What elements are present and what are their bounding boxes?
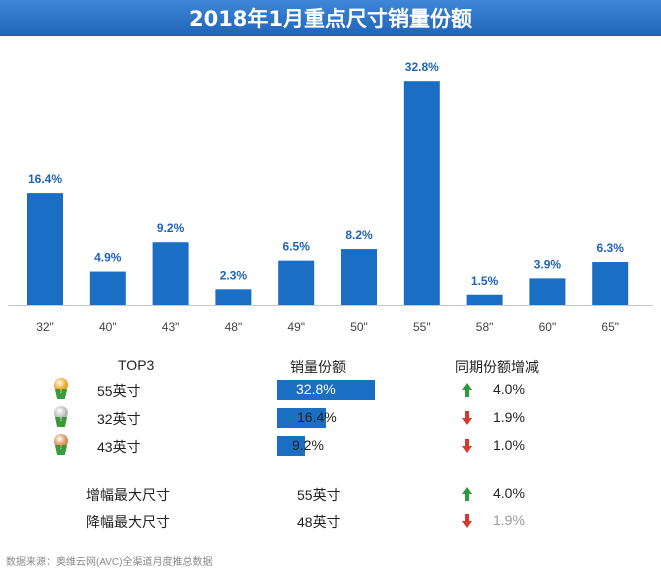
value-label-6: 32.8% <box>405 60 439 74</box>
top3-change-2: 1.0% <box>493 437 525 453</box>
arrow-shaft <box>465 494 469 501</box>
arrow-head <box>462 418 472 425</box>
x-tick-label-9: 65" <box>601 320 619 334</box>
bronze-medal-icon <box>53 434 69 456</box>
arrow-head <box>462 383 472 390</box>
value-label-0: 16.4% <box>28 172 62 186</box>
header-top3: TOP3 <box>118 357 155 373</box>
value-label-7: 1.5% <box>471 274 499 288</box>
arrow-shaft <box>465 411 469 418</box>
x-tick-label-3: 48" <box>225 320 243 334</box>
arrow-down-icon <box>462 514 472 528</box>
x-tick-label-5: 50" <box>350 320 368 334</box>
bar-3 <box>215 289 252 305</box>
header-change: 同期份额增减 <box>455 359 539 375</box>
x-tick-label-2: 43" <box>162 320 180 334</box>
x-tick-label-7: 58" <box>476 320 494 334</box>
bar-chart: 16.4% 32" 4.9% 40" 9.2% 43" 2.3% 48" 6.5% 49" 8.2%… <box>8 60 653 334</box>
chart-title-bar: 2018年1月重点尺寸销量份额 <box>0 0 661 36</box>
arrow-up-icon <box>462 383 472 397</box>
bar-2 <box>152 242 189 305</box>
share-value-0: 32.8% <box>296 381 336 397</box>
bar-6 <box>403 81 440 305</box>
bar-0 <box>27 193 63 305</box>
value-label-3: 2.3% <box>220 268 248 282</box>
arrow-head <box>462 521 472 528</box>
silver-medal-icon <box>53 406 69 428</box>
extra-size-0: 55英寸 <box>297 487 341 503</box>
medal-disc <box>54 406 68 420</box>
value-label-9: 6.3% <box>597 241 625 255</box>
top3-size-1: 32英寸 <box>97 411 141 427</box>
x-tick-label-8: 60" <box>539 320 557 334</box>
medal-ribbon <box>59 445 68 455</box>
bar-8 <box>529 278 566 305</box>
arrow-shaft <box>465 514 469 521</box>
medal-ribbon <box>59 389 68 399</box>
medal-disc <box>54 378 68 392</box>
extra-size-1: 48英寸 <box>297 514 341 530</box>
largest-increase-label: 增幅最大尺寸 <box>86 487 170 503</box>
medal-ribbon <box>59 417 68 427</box>
arrow-head <box>462 446 472 453</box>
x-tick-label-1: 40" <box>99 320 117 334</box>
data-source-footer: 数据来源：奥维云网(AVC)全渠道月度推总数据 <box>6 557 213 568</box>
share-value-1: 16.4% <box>297 409 337 425</box>
value-label-5: 8.2% <box>345 228 373 242</box>
extra-change-1: 1.9% <box>493 512 525 528</box>
arrow-shaft <box>465 390 469 397</box>
bar-7 <box>466 294 503 305</box>
largest-decrease-label: 降幅最大尺寸 <box>86 514 170 530</box>
top3-change-0: 4.0% <box>493 381 525 397</box>
share-bar-1 <box>277 408 326 428</box>
medal-disc <box>54 434 68 448</box>
share-bar-0 <box>277 380 375 400</box>
x-tick-label-6: 55" <box>413 320 431 334</box>
bar-5 <box>341 249 377 305</box>
gold-medal-icon <box>53 378 69 400</box>
value-label-2: 9.2% <box>157 221 185 235</box>
arrow-head <box>462 487 472 494</box>
arrow-down-icon <box>462 439 472 453</box>
bar-1 <box>89 271 126 305</box>
bar-4 <box>278 260 315 305</box>
arrow-shaft <box>465 439 469 446</box>
value-label-4: 6.5% <box>283 240 311 254</box>
value-label-1: 4.9% <box>94 251 122 265</box>
top3-size-0: 55英寸 <box>97 383 141 399</box>
arrow-down-icon <box>462 411 472 425</box>
x-tick-label-4: 49" <box>287 320 305 334</box>
header-share: 销量份额 <box>290 359 346 375</box>
x-tick-label-0: 32" <box>36 320 54 334</box>
chart-title: 2018年1月重点尺寸销量份额 <box>188 7 473 31</box>
arrow-up-icon <box>462 487 472 501</box>
bar-9 <box>592 262 629 305</box>
top3-change-1: 1.9% <box>493 409 525 425</box>
extra-change-0: 4.0% <box>493 485 525 501</box>
share-value-2: 9.2% <box>292 437 324 453</box>
top3-size-2: 43英寸 <box>97 439 141 455</box>
share-bar-2 <box>277 436 305 456</box>
value-label-8: 3.9% <box>534 257 562 271</box>
